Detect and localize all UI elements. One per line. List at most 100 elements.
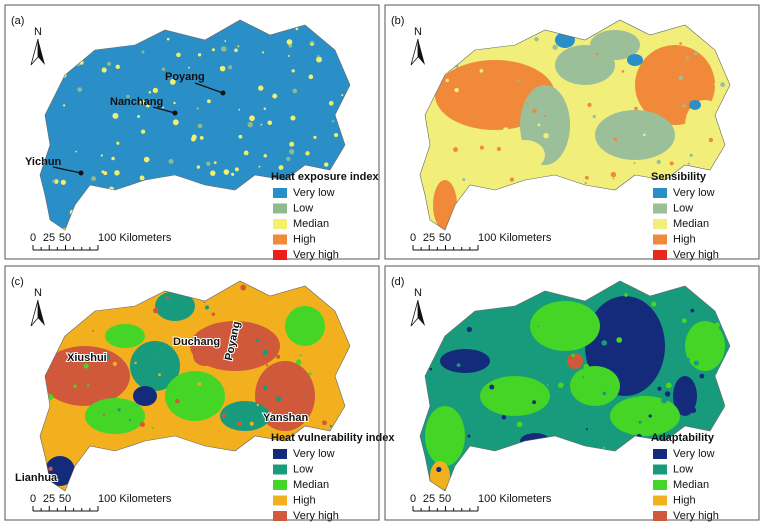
speckle [436, 466, 442, 473]
speckle [467, 434, 471, 438]
speckle [328, 100, 334, 106]
speckle [203, 301, 206, 304]
speckle [88, 195, 93, 200]
speckle [48, 466, 53, 471]
speckle [317, 55, 320, 58]
speckle [593, 281, 597, 284]
north-arrow [418, 300, 425, 326]
speckle [657, 386, 662, 391]
class-patch [610, 396, 680, 436]
speckle [579, 289, 584, 294]
scale-label: 100 Kilometers [478, 493, 552, 505]
speckle [695, 56, 700, 61]
speckle [462, 178, 466, 182]
speckle [151, 426, 154, 429]
speckle [231, 172, 235, 176]
speckle [321, 290, 327, 296]
legend-swatch [273, 449, 287, 459]
legend-label: Very low [293, 187, 335, 199]
speckle [546, 384, 549, 386]
speckle [445, 30, 450, 35]
speckle [585, 476, 592, 483]
legend-swatch [653, 188, 667, 198]
speckle [624, 375, 628, 379]
speckle [260, 123, 263, 126]
speckle [628, 385, 632, 389]
panel-label: (a) [11, 15, 24, 27]
speckle [303, 393, 305, 395]
speckle [343, 322, 345, 325]
speckle [682, 104, 686, 108]
speckle [289, 149, 295, 155]
pointer-line [152, 106, 176, 114]
speckle [227, 220, 233, 226]
speckle [679, 42, 682, 45]
speckle [482, 290, 486, 295]
speckle [238, 134, 243, 139]
speckle [217, 421, 221, 425]
class-patch [85, 398, 145, 434]
place-name: Xiushui [67, 352, 107, 364]
speckle [603, 282, 606, 285]
speckle [501, 415, 507, 420]
speckle [230, 293, 234, 297]
scale-label: 100 Kilometers [98, 232, 172, 244]
speckle [114, 197, 120, 203]
legend-label: Very high [673, 249, 719, 261]
speckle [424, 326, 429, 331]
speckle [266, 453, 271, 458]
north-label: N [414, 287, 422, 299]
legend-swatch [653, 495, 667, 506]
speckle [509, 177, 514, 182]
speckle [40, 148, 42, 151]
speckle [133, 223, 140, 230]
speckle [204, 305, 210, 310]
speckle [169, 79, 176, 85]
legend-title: Heat exposure index [271, 171, 379, 183]
speckle [682, 310, 689, 316]
pointer-dot [220, 90, 226, 96]
speckle [479, 145, 484, 150]
speckle [616, 457, 620, 460]
legend-label: Median [673, 479, 709, 491]
speckle [140, 422, 145, 427]
speckle [89, 356, 93, 360]
speckle [512, 197, 519, 203]
speckle [114, 170, 120, 176]
panel-border [4, 4, 380, 260]
speckle [76, 32, 79, 35]
north-arrow [410, 38, 419, 66]
speckle [690, 407, 697, 414]
speckle [560, 191, 567, 198]
speckle [50, 47, 53, 50]
speckle [483, 31, 488, 37]
speckle [64, 299, 68, 304]
north-arrow [38, 300, 45, 326]
panel-label: (b) [391, 15, 404, 27]
class-patch [105, 324, 145, 348]
speckle [166, 37, 170, 41]
scale-label: 100 Kilometers [98, 493, 172, 505]
speckle [139, 175, 145, 181]
class-patch [130, 341, 180, 391]
speckle [42, 227, 45, 230]
speckle [143, 156, 150, 163]
speckle [665, 382, 672, 389]
speckle [137, 114, 141, 118]
speckle [214, 474, 216, 477]
speckle [223, 169, 230, 175]
speckle [193, 191, 197, 195]
speckle [99, 24, 104, 29]
speckle [625, 65, 628, 68]
speckle [708, 137, 714, 143]
speckle [219, 65, 226, 72]
class-patch [285, 306, 325, 346]
speckle [584, 181, 587, 185]
legend-label: Median [293, 218, 329, 230]
legend-label: Median [673, 218, 709, 230]
speckle [624, 293, 628, 297]
speckle [686, 56, 689, 60]
speckle [236, 420, 242, 427]
speckle [265, 364, 269, 367]
speckle [42, 362, 46, 367]
